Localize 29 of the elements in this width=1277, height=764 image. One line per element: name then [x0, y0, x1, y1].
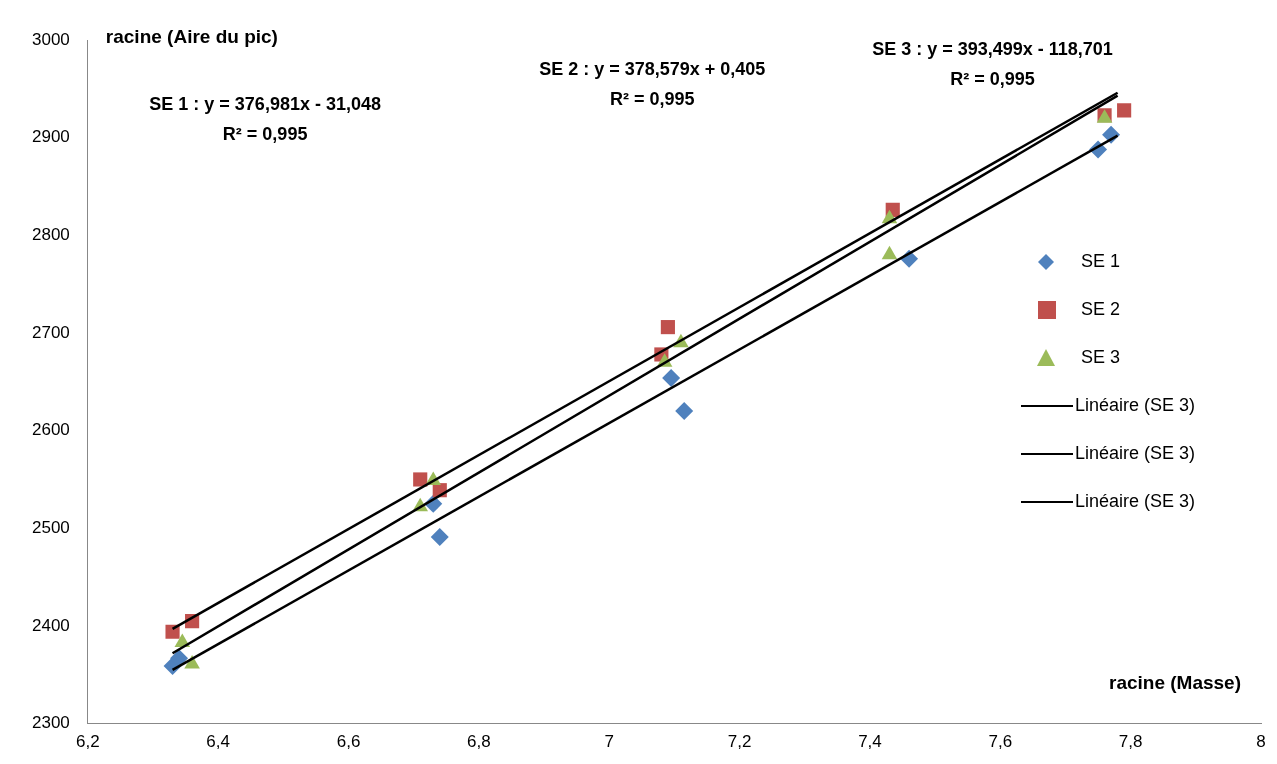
x-tick-label: 7,2	[727, 732, 752, 752]
x-tick-label: 7,6	[988, 732, 1013, 752]
y-tick-label: 2700	[31, 322, 70, 342]
y-tick-label: 2600	[31, 420, 70, 440]
annotation: SE 3 : y = 393,499x - 118,701 R² = 0,995	[872, 38, 1113, 89]
legend-label: Linéaire (SE 3)	[1075, 442, 1196, 463]
x-tick-label: 6,2	[76, 732, 100, 752]
legend-label: SE 1	[1081, 250, 1121, 271]
legend-label: SE 2	[1081, 298, 1121, 319]
legend-label: Linéaire (SE 3)	[1075, 394, 1196, 415]
x-tick-label: 6,4	[206, 732, 230, 752]
legend-label: Linéaire (SE 3)	[1075, 490, 1196, 511]
y-tick-label: 2900	[31, 127, 70, 147]
y-tick-label: 3000	[31, 29, 70, 49]
y-axis-title: racine (Aire du pic)	[105, 26, 278, 48]
annotation: SE 2 : y = 378,579x + 0,405 R² = 0,995	[539, 59, 766, 110]
x-tick-label: 6,8	[467, 732, 491, 752]
x-tick-label: 7,8	[1118, 732, 1143, 752]
annotation: SE 1 : y = 376,981x - 31,048 R² = 0,995	[149, 93, 381, 144]
x-tick-label: 8	[1256, 732, 1266, 752]
x-tick-label: 7	[604, 732, 614, 752]
y-tick-label: 2800	[31, 225, 70, 244]
y-tick-label: 2300	[31, 713, 70, 733]
y-tick-label: 2400	[31, 615, 70, 635]
x-tick-label: 6,6	[336, 732, 361, 752]
x-axis-title: racine (Masse)	[1108, 671, 1241, 693]
legend-label: SE 3	[1081, 346, 1121, 367]
y-tick-label: 2500	[31, 517, 70, 537]
x-tick-label: 7,4	[858, 732, 882, 752]
